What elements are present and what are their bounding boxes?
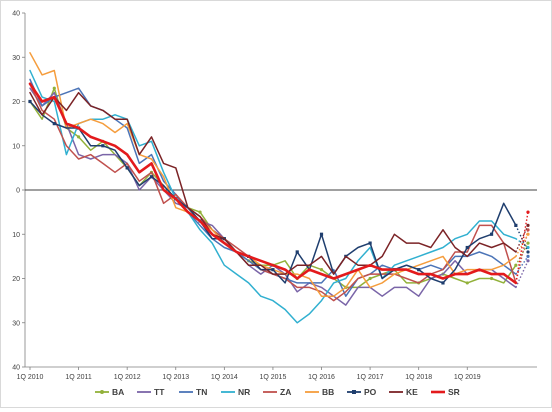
projection-point (526, 232, 530, 236)
series-ba (28, 86, 530, 289)
legend-item-tt: TT (137, 387, 165, 397)
legend-label: ZA (280, 387, 291, 397)
data-point (465, 245, 469, 250)
x-tick-label: 1Q 2019 (454, 374, 481, 381)
series-ke (29, 91, 530, 275)
x-tick-label: 1Q 2018 (405, 374, 432, 381)
data-point (52, 86, 56, 90)
legend: BA TT TN NR ZA BB PO KE SR (95, 387, 460, 397)
y-tick-label: 20 (12, 99, 20, 106)
axes-layer: 40 30 20 10 0 10 20 30 40 1Q 2010 1Q 2011 1Q 2012 1Q… (12, 11, 537, 381)
legend-marker (100, 390, 104, 394)
y-tick-label: 10 (12, 143, 20, 150)
y-tick-label: 40 (12, 11, 20, 18)
data-point (368, 241, 372, 245)
x-tick-label: 1Q 2010 (17, 374, 44, 381)
projection-point (526, 250, 530, 254)
series-nr (29, 69, 530, 324)
data-point (319, 268, 324, 272)
x-tick-label: 1Q 2014 (211, 374, 238, 381)
data-point (489, 232, 494, 236)
data-point (441, 281, 445, 285)
projection-line-ke (515, 225, 529, 253)
legend-label: PO (364, 387, 377, 397)
legend-label: TN (196, 387, 207, 397)
legend-label: NR (238, 387, 250, 397)
series-line-ke (29, 91, 517, 275)
data-point (417, 268, 421, 272)
y-tick-label: 0 (16, 188, 20, 195)
series-sr (28, 82, 530, 285)
legend-item-za: ZA (263, 387, 291, 397)
data-point (295, 250, 299, 254)
projection-point (526, 241, 530, 245)
x-tick-label: 1Q 2011 (65, 374, 91, 381)
projection-line-bb (515, 233, 529, 257)
data-point (28, 99, 32, 104)
x-tick-label: 1Q 2016 (308, 374, 335, 381)
legend-label: BB (322, 387, 334, 397)
y-tick-label: 10 (12, 232, 20, 239)
legend-item-sr: SR (431, 387, 460, 397)
data-point (76, 135, 81, 139)
series-bb (29, 52, 530, 297)
projection-point (526, 245, 530, 250)
legend-label: KE (406, 387, 418, 397)
legend-label: SR (448, 387, 460, 397)
legend-item-bb: BB (305, 387, 334, 397)
data-point (101, 144, 105, 148)
series-line-bb (29, 52, 517, 297)
series-line-sr (28, 82, 518, 285)
series-line-nr (29, 69, 517, 324)
x-tick-label: 1Q 2015 (259, 374, 286, 381)
projection-point (526, 210, 530, 214)
y-tick-label: 20 (12, 276, 20, 283)
legend-item-tn: TN (179, 387, 207, 397)
data-point (465, 281, 469, 285)
data-point (198, 210, 202, 214)
x-tick-label: 1Q 2013 (162, 374, 189, 381)
y-tick-label: 40 (12, 365, 20, 372)
data-point (149, 175, 154, 179)
data-point (271, 268, 275, 272)
data-point (52, 122, 56, 126)
projection-point (526, 228, 530, 232)
legend-item-po: PO (347, 387, 377, 397)
legend-label: BA (112, 387, 124, 397)
y-tick-label: 30 (12, 320, 20, 327)
projection-line-ba (515, 242, 529, 266)
x-tick-label: 1Q 2017 (357, 374, 384, 381)
projection-line-sr (515, 212, 529, 284)
legend-item-nr: NR (221, 387, 250, 397)
series-lines-layer (28, 52, 530, 324)
legend-marker (352, 390, 356, 394)
data-point (125, 166, 129, 170)
data-point (368, 276, 372, 281)
legend-label: TT (154, 387, 165, 397)
projection-line-tt (515, 260, 529, 288)
projection-point (526, 259, 530, 263)
legend-item-ke: KE (389, 387, 418, 397)
projection-point (526, 254, 530, 258)
projection-line-nr (515, 238, 529, 249)
projection-point (526, 223, 530, 227)
data-point (489, 276, 494, 281)
legend-item-ba: BA (95, 387, 124, 397)
data-point (319, 232, 324, 236)
x-tick-label: 1Q 2012 (114, 374, 141, 381)
y-tick-label: 30 (12, 55, 20, 62)
